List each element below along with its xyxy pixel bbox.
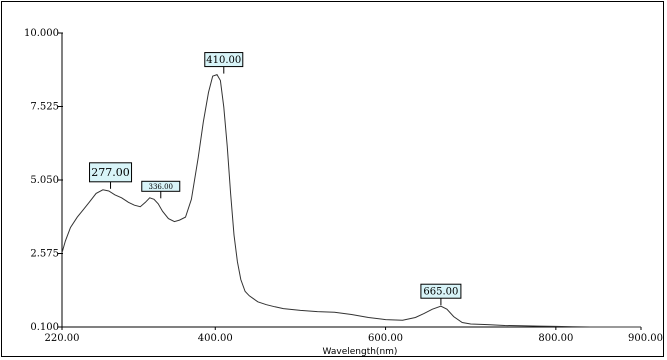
x-tick-label: 600.00 (368, 333, 403, 344)
peak-label: 277.00 (91, 166, 130, 179)
y-tick-label: 0.100 (30, 322, 59, 333)
y-tick-label: 7.525 (30, 102, 59, 113)
x-tick-label: 900.00 (628, 333, 663, 344)
y-tick-label: 5.050 (30, 175, 59, 186)
y-tick-label: 10.000 (24, 28, 59, 39)
peak-annotations: 277.00 336.00 410.00 665.00 (89, 52, 462, 306)
peak-label-box (89, 162, 133, 183)
x-axis-label: Wavelength(nm) (323, 347, 398, 357)
x-tick-label: 800.00 (538, 333, 573, 344)
spectrum-line (61, 73, 641, 328)
y-tick-label: 2.575 (30, 249, 59, 260)
peak-annotation: 277.00 (89, 162, 133, 189)
peak-label-box (420, 283, 462, 299)
y-ticks: 0.100 2.575 5.050 7.525 10.000 (24, 28, 63, 333)
peak-annotation: 665.00 (420, 283, 462, 306)
peak-label-box (141, 180, 181, 192)
peak-label: 336.00 (149, 183, 174, 191)
peak-annotation: 336.00 (141, 180, 181, 199)
x-tick-label: 220.00 (45, 333, 80, 344)
peak-annotation: 410.00 (204, 52, 244, 74)
peak-label: 410.00 (206, 55, 241, 66)
axes (61, 33, 641, 328)
x-ticks: 220.00 400.00 600.00 800.00 900.00 (45, 327, 663, 344)
peak-label: 665.00 (423, 287, 458, 298)
peak-label-box (204, 52, 244, 68)
x-tick-label: 400.00 (198, 333, 233, 344)
